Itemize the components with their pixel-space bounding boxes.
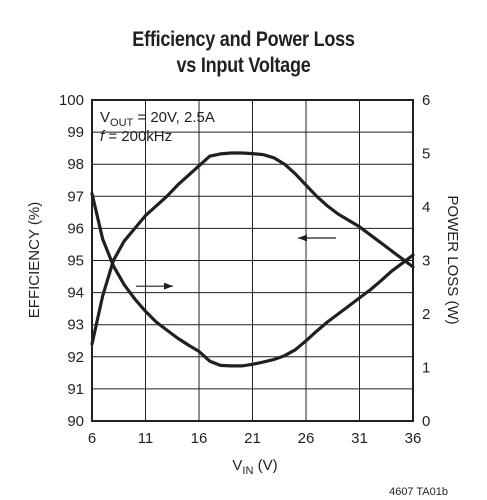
annotation-frequency: f = 200kHz xyxy=(100,128,172,145)
plot-frame xyxy=(91,99,414,422)
y-left-tick-label: 94 xyxy=(67,285,84,302)
y-axis-left-label: EFFICIENCY (%) xyxy=(26,202,43,318)
y-left-tick-label: 96 xyxy=(67,220,84,237)
y-left-tick-label: 92 xyxy=(67,349,84,366)
y-axis-right-label: POWER LOSS (W) xyxy=(444,195,461,324)
chart-title-line2: vs Input Voltage xyxy=(176,54,311,77)
y-left-tick-label: 98 xyxy=(67,156,84,173)
y-right-tick-label: 6 xyxy=(422,92,430,109)
y-left-tick-label: 90 xyxy=(67,413,84,430)
x-tick-label: 26 xyxy=(298,430,315,447)
y-right-tick-label: 5 xyxy=(422,146,430,163)
y-left-tick-label: 93 xyxy=(67,317,84,334)
x-axis-label: VIN (V) xyxy=(232,457,277,477)
figure-code: 4607 TA01b xyxy=(389,486,448,498)
x-tick-label: 16 xyxy=(191,430,208,447)
annotation-vout: VOUT = 20V, 2.5A xyxy=(100,109,215,129)
efficiency-arrow-head xyxy=(164,282,173,290)
tick-labels: 6 11 16 21 26 31 36909192939495969798991000123… xyxy=(59,92,430,447)
y-left-tick-label: 91 xyxy=(67,381,84,398)
y-right-tick-label: 0 xyxy=(422,413,430,430)
x-tick-label: 6 xyxy=(88,430,96,447)
x-tick-label: 36 xyxy=(405,430,422,447)
chart-title-line1: Efficiency and Power Loss xyxy=(132,28,355,51)
power-loss-arrow-head xyxy=(298,234,307,242)
grid-lines xyxy=(91,99,414,422)
y-right-tick-label: 4 xyxy=(422,199,430,216)
x-tick-label: 31 xyxy=(351,430,368,447)
y-right-tick-label: 1 xyxy=(422,360,430,377)
x-tick-label: 21 xyxy=(244,430,261,447)
y-right-tick-label: 3 xyxy=(422,253,430,270)
y-left-tick-label: 99 xyxy=(67,124,84,141)
efficiency-series-line xyxy=(90,151,415,346)
y-left-tick-label: 100 xyxy=(59,92,84,109)
y-left-tick-label: 97 xyxy=(67,188,84,205)
x-tick-label: 11 xyxy=(138,430,154,447)
series-lines xyxy=(90,151,415,368)
y-right-tick-label: 2 xyxy=(422,306,430,323)
y-left-tick-label: 95 xyxy=(67,253,84,270)
power-loss-series-line xyxy=(90,192,415,368)
series-arrows xyxy=(136,234,336,290)
